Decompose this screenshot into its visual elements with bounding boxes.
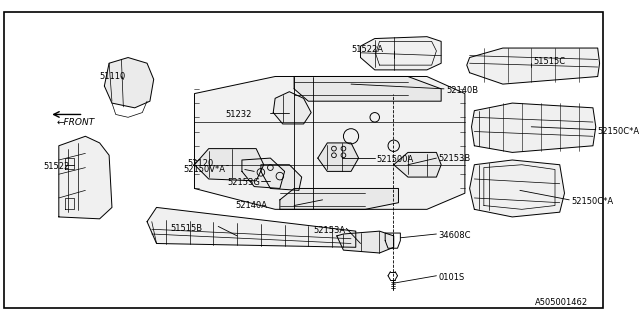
Text: 51522A: 51522A (351, 45, 383, 54)
Polygon shape (59, 136, 112, 219)
Text: 521500A: 521500A (376, 156, 414, 164)
Text: 52150C*A: 52150C*A (598, 127, 640, 136)
Polygon shape (337, 231, 394, 253)
Polygon shape (147, 207, 356, 247)
Polygon shape (104, 58, 154, 108)
Polygon shape (195, 148, 264, 181)
Text: 51515B: 51515B (171, 224, 203, 233)
Text: ←FRONT: ←FRONT (57, 117, 95, 126)
Polygon shape (318, 143, 358, 172)
Polygon shape (294, 76, 441, 101)
Text: 0101S: 0101S (438, 273, 465, 282)
Text: 52150V*A: 52150V*A (183, 165, 225, 174)
Text: 51515C: 51515C (533, 57, 565, 66)
Polygon shape (470, 160, 564, 217)
Text: 52150C*A: 52150C*A (571, 197, 613, 206)
Text: 52153G: 52153G (228, 178, 260, 187)
Polygon shape (242, 158, 285, 188)
Text: 52140B: 52140B (446, 86, 478, 95)
Polygon shape (261, 165, 301, 190)
Text: 52153B: 52153B (438, 154, 470, 163)
Text: 52140A: 52140A (236, 201, 268, 210)
Polygon shape (360, 37, 441, 70)
Polygon shape (195, 76, 465, 209)
Text: A505001462: A505001462 (535, 298, 588, 307)
Text: 51110: 51110 (100, 72, 126, 81)
Text: 51522: 51522 (44, 162, 70, 171)
Polygon shape (273, 92, 311, 124)
Text: 52153A: 52153A (313, 226, 345, 235)
Polygon shape (467, 48, 600, 84)
Text: 34608C: 34608C (438, 231, 471, 240)
Polygon shape (280, 188, 399, 209)
Text: 51232: 51232 (226, 110, 252, 119)
Polygon shape (394, 152, 441, 177)
Text: 52120: 52120 (188, 159, 214, 168)
Polygon shape (472, 103, 596, 152)
